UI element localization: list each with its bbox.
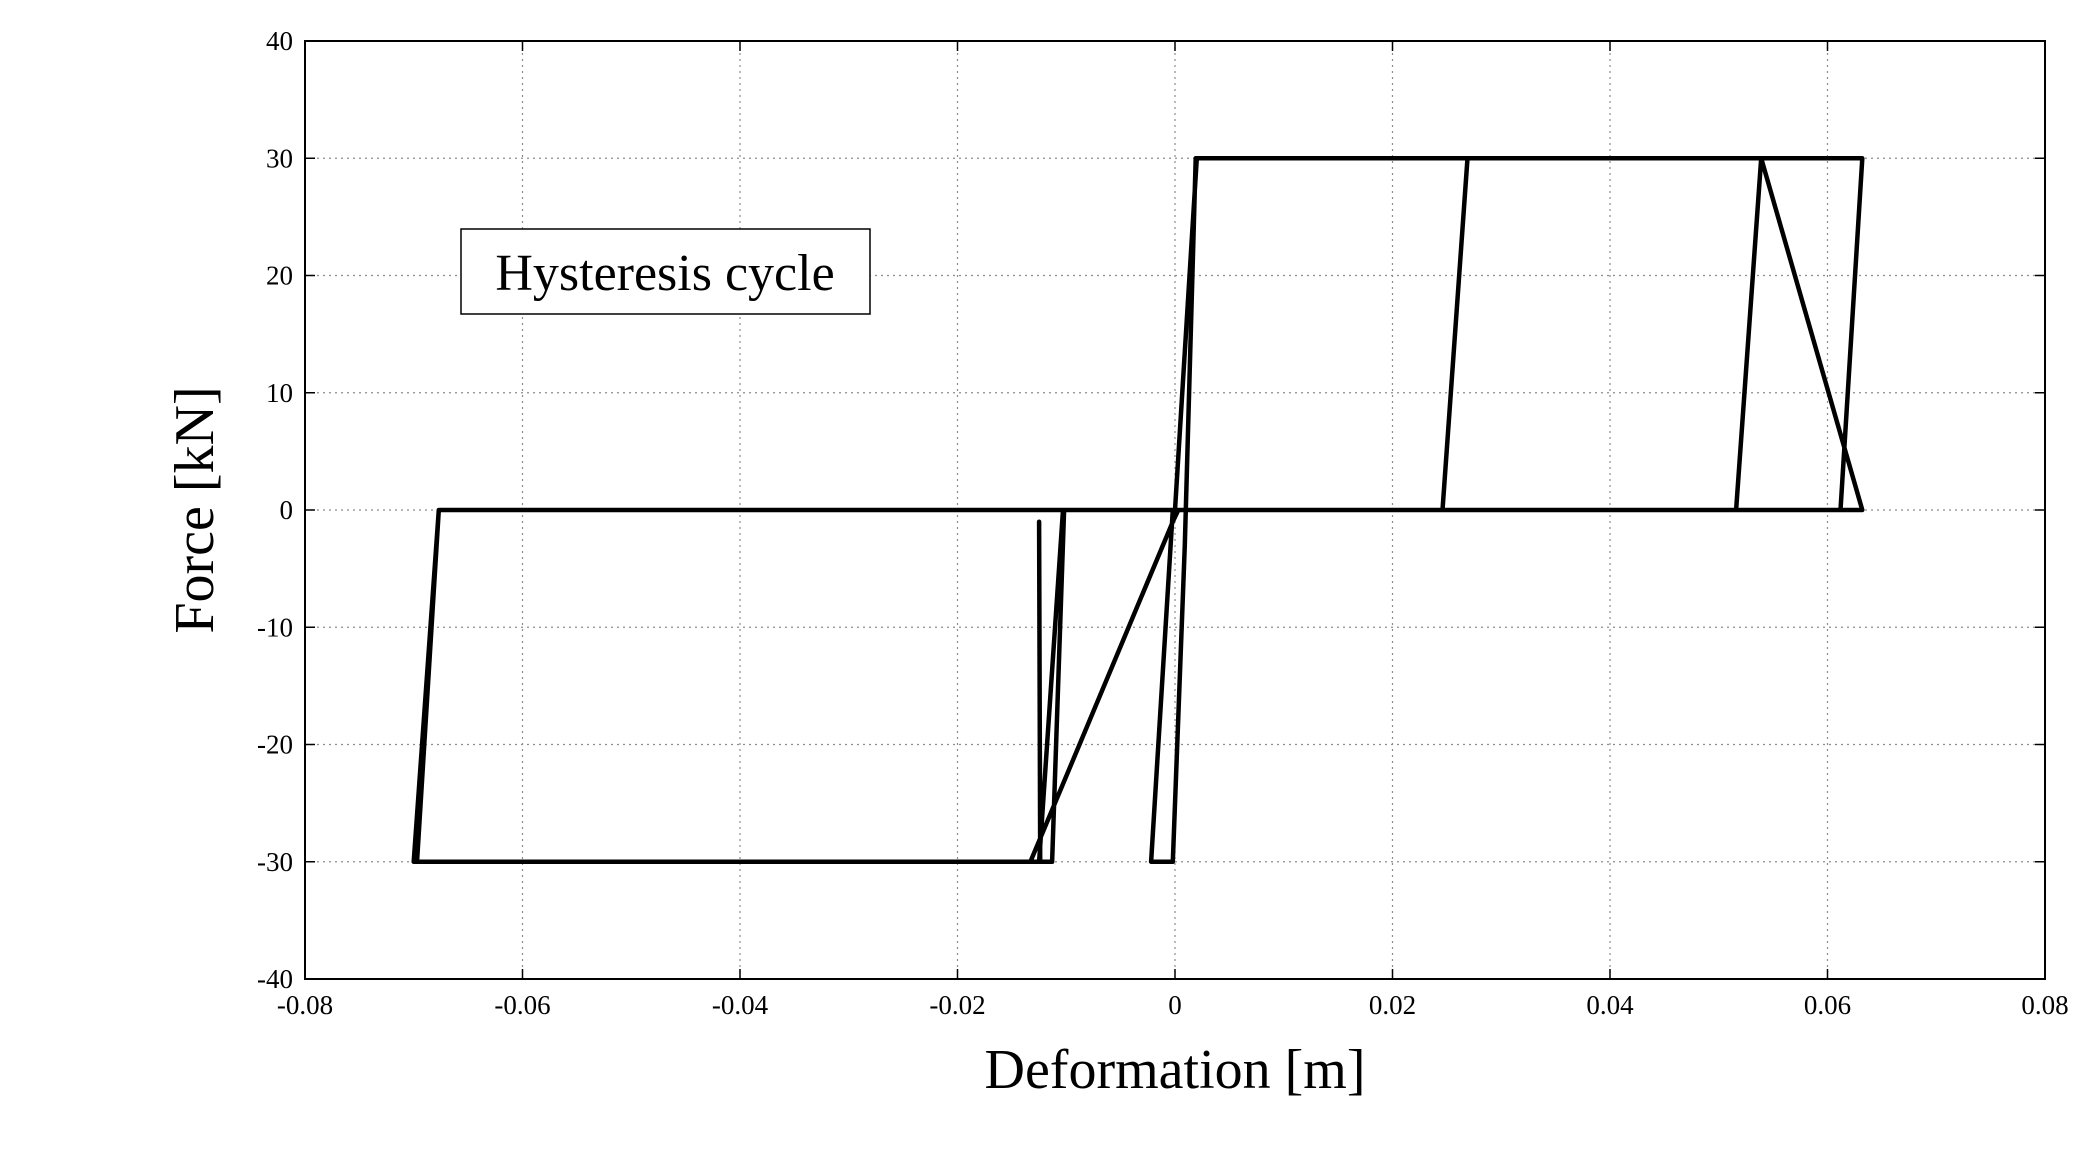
y-tick-label: -30 [257, 847, 293, 877]
y-tick-label: -40 [257, 964, 293, 994]
annotation-text: Hysteresis cycle [495, 245, 834, 302]
x-tick-label: 0 [1168, 990, 1182, 1020]
y-tick-label: 30 [266, 143, 293, 173]
annotation-box: Hysteresis cycle [460, 228, 871, 315]
y-tick-label: 40 [266, 26, 293, 56]
x-axis-title: Deformation [m] [985, 1039, 1366, 1101]
x-tick-label: -0.04 [712, 990, 769, 1020]
hysteresis-curve [411, 156, 1865, 865]
x-tick-label: -0.08 [277, 990, 333, 1020]
x-axis-ticks: -0.08 -0.06 -0.04 -0.02 0 0.02 0.04 0.06 0.08 [277, 41, 2069, 1020]
y-tick-label: 10 [266, 378, 293, 408]
x-tick-label: -0.02 [929, 990, 985, 1020]
x-tick-label: 0.06 [1804, 990, 1851, 1020]
x-tick-label: 0.04 [1586, 990, 1634, 1020]
x-tick-label: 0.02 [1369, 990, 1416, 1020]
y-tick-label: -10 [257, 612, 293, 642]
y-tick-label: 0 [280, 495, 294, 525]
x-tick-label: -0.06 [494, 990, 550, 1020]
y-axis-ticks: 40 30 20 10 0 -10 -20 -30 -40 [257, 26, 2045, 994]
y-tick-label: 20 [266, 261, 293, 291]
y-axis-title: Force [kN] [164, 386, 226, 633]
y-tick-label: -20 [257, 730, 293, 760]
x-tick-label: 0.08 [2021, 990, 2068, 1020]
